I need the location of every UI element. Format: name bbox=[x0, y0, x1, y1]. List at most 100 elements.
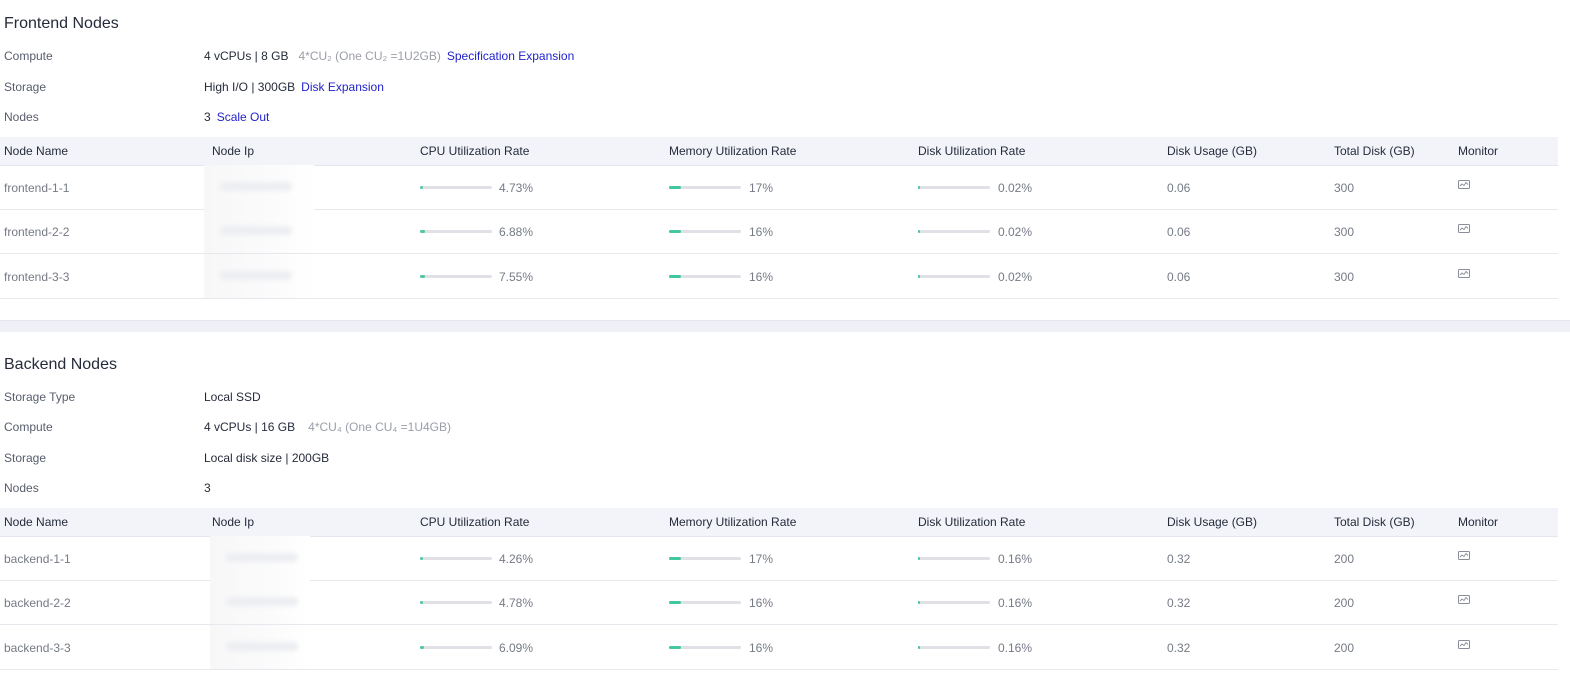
memory-rate: 17% bbox=[749, 552, 774, 566]
cpu-progress-bar bbox=[420, 230, 492, 233]
column-header: CPU Utilization Rate bbox=[420, 144, 530, 158]
disk-usage: 0.06 bbox=[1167, 181, 1191, 195]
column-header: Monitor bbox=[1458, 144, 1499, 158]
storage-type-value: Local SSD bbox=[204, 390, 261, 404]
node-ip-redacted bbox=[204, 254, 314, 298]
total-disk: 300 bbox=[1334, 181, 1355, 195]
column-header: Node Ip bbox=[212, 515, 255, 529]
column-header: Disk Usage (GB) bbox=[1167, 144, 1258, 158]
table-row: backend-3-3 6.09% 16% 0.16% 0.32 200 bbox=[0, 625, 1558, 670]
storage-value: Local disk size | 200GB bbox=[204, 451, 330, 465]
memory-progress-bar bbox=[669, 557, 741, 560]
disk-usage: 0.32 bbox=[1167, 641, 1191, 655]
backend-nodes-row: Nodes 3 bbox=[0, 478, 1570, 498]
monitor-chart-icon[interactable] bbox=[1458, 224, 1470, 234]
memory-rate: 16% bbox=[749, 596, 774, 610]
frontend-storage-row: Storage High I/O | 300GB Disk Expansion bbox=[0, 77, 1570, 97]
progress-fill bbox=[420, 601, 423, 604]
progress-fill bbox=[918, 646, 920, 649]
compute-spec: 4 vCPUs | 8 GB bbox=[204, 49, 289, 63]
memory-progress-bar bbox=[669, 275, 741, 278]
progress-fill bbox=[918, 275, 920, 278]
progress-fill bbox=[420, 230, 425, 233]
memory-rate: 16% bbox=[749, 225, 774, 239]
progress-fill bbox=[918, 230, 920, 233]
monitor-chart-icon[interactable] bbox=[1458, 180, 1470, 190]
progress-fill bbox=[420, 186, 423, 189]
table-header: Node Name Node Ip CPU Utilization Rate M… bbox=[0, 137, 1558, 166]
table-row: frontend-2-2 6.88% 16% 0.02% 0.06 300 bbox=[0, 209, 1558, 254]
table-row: backend-2-2 4.78% 16% 0.16% 0.32 200 bbox=[0, 580, 1558, 625]
table-row: backend-1-1 4.26% 17% 0.16% 0.32 200 bbox=[0, 536, 1558, 581]
column-header: Monitor bbox=[1458, 515, 1499, 529]
storage-label: Storage bbox=[4, 80, 47, 94]
disk-progress-bar bbox=[918, 230, 990, 233]
progress-fill bbox=[420, 646, 424, 649]
disk-progress-bar bbox=[918, 557, 990, 560]
table-row: frontend-3-3 7.55% 16% 0.02% 0.06 300 bbox=[0, 254, 1558, 299]
compute-spec: 4 vCPUs | 16 GB bbox=[204, 420, 296, 434]
cpu-progress-bar bbox=[420, 186, 492, 189]
monitor-chart-icon[interactable] bbox=[1458, 595, 1470, 605]
disk-rate: 0.02% bbox=[998, 270, 1033, 284]
monitor-chart-icon[interactable] bbox=[1458, 640, 1470, 650]
node-ip-redacted bbox=[210, 536, 310, 580]
column-header: Disk Utilization Rate bbox=[918, 515, 1026, 529]
table-row: frontend-1-1 4.73% 17% 0.02% 0.06 300 bbox=[0, 165, 1558, 210]
disk-usage: 0.06 bbox=[1167, 225, 1191, 239]
progress-fill bbox=[669, 601, 681, 604]
cpu-rate: 6.09% bbox=[499, 641, 534, 655]
progress-fill bbox=[669, 557, 681, 560]
disk-progress-bar bbox=[918, 275, 990, 278]
section-divider bbox=[0, 320, 1570, 332]
cpu-progress-bar bbox=[420, 557, 492, 560]
disk-usage: 0.32 bbox=[1167, 596, 1191, 610]
disk-rate: 0.16% bbox=[998, 641, 1033, 655]
node-name: frontend-3-3 bbox=[4, 270, 70, 284]
column-header: Disk Usage (GB) bbox=[1167, 515, 1258, 529]
scale-out-link[interactable]: Scale Out bbox=[216, 110, 270, 124]
progress-fill bbox=[420, 275, 425, 278]
cpu-rate: 4.73% bbox=[499, 181, 534, 195]
monitor-chart-icon[interactable] bbox=[1458, 551, 1470, 561]
node-ip-redacted bbox=[210, 580, 310, 624]
disk-progress-bar bbox=[918, 646, 990, 649]
nodes-label: Nodes bbox=[4, 481, 39, 495]
disk-rate: 0.16% bbox=[998, 596, 1033, 610]
cpu-rate: 7.55% bbox=[499, 270, 534, 284]
compute-cu: 4*CU₄ (One CU₄ =1U4GB) bbox=[308, 420, 451, 434]
storage-value: High I/O | 300GB Disk Expansion bbox=[204, 80, 384, 94]
column-header: Disk Utilization Rate bbox=[918, 144, 1026, 158]
cpu-rate: 4.78% bbox=[499, 596, 534, 610]
frontend-nodes-row: Nodes 3 Scale Out bbox=[0, 107, 1570, 127]
disk-expansion-link[interactable]: Disk Expansion bbox=[301, 80, 384, 94]
disk-progress-bar bbox=[918, 601, 990, 604]
progress-fill bbox=[669, 230, 681, 233]
memory-progress-bar bbox=[669, 230, 741, 233]
frontend-title: Frontend Nodes bbox=[4, 15, 119, 32]
progress-fill bbox=[918, 557, 920, 560]
compute-label: Compute bbox=[4, 49, 53, 63]
disk-rate: 0.16% bbox=[998, 552, 1033, 566]
total-disk: 200 bbox=[1334, 641, 1355, 655]
node-name: backend-2-2 bbox=[4, 596, 71, 610]
compute-cu: 4*CU₂ (One CU₂ =1U2GB) bbox=[298, 49, 441, 63]
progress-fill bbox=[669, 275, 681, 278]
progress-fill bbox=[669, 186, 681, 189]
memory-progress-bar bbox=[669, 601, 741, 604]
specification-expansion-link[interactable]: Specification Expansion bbox=[446, 49, 575, 63]
compute-value: 4 vCPUs | 16 GB 4*CU₄ (One CU₄ =1U4GB) bbox=[204, 420, 451, 434]
memory-rate: 16% bbox=[749, 641, 774, 655]
disk-rate: 0.02% bbox=[998, 225, 1033, 239]
storage-label: Storage bbox=[4, 451, 47, 465]
table-header: Node Name Node Ip CPU Utilization Rate M… bbox=[0, 508, 1558, 537]
memory-rate: 17% bbox=[749, 181, 774, 195]
total-disk: 200 bbox=[1334, 596, 1355, 610]
column-header: CPU Utilization Rate bbox=[420, 515, 530, 529]
monitor-chart-icon[interactable] bbox=[1458, 269, 1470, 279]
frontend-nodes-section: Frontend Nodes Compute 4 vCPUs | 8 GB 4*C… bbox=[0, 0, 1570, 320]
backend-compute-row: Compute 4 vCPUs | 16 GB 4*CU₄ (One CU₄ =1… bbox=[0, 417, 1570, 437]
node-ip-redacted bbox=[210, 625, 310, 669]
total-disk: 300 bbox=[1334, 225, 1355, 239]
progress-fill bbox=[669, 646, 681, 649]
